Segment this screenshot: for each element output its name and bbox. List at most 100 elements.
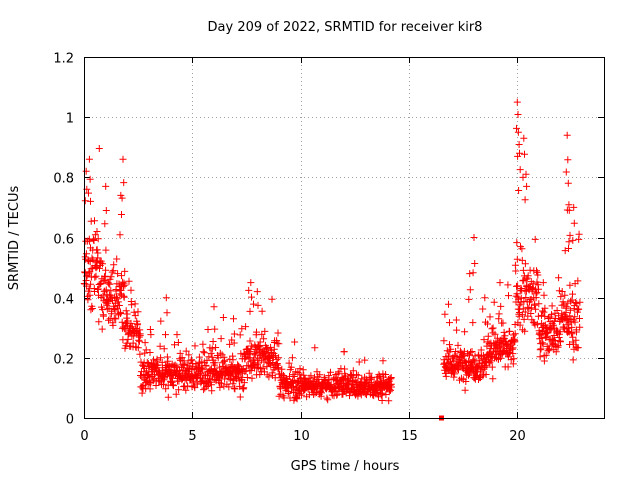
data-point <box>440 337 448 345</box>
data-point <box>349 367 357 375</box>
data-point <box>499 319 507 327</box>
data-point <box>504 281 512 289</box>
data-point <box>532 294 540 302</box>
data-point <box>230 315 237 323</box>
data-point <box>452 316 460 324</box>
y-tick-label: 0 <box>66 413 74 428</box>
data-point <box>521 260 529 268</box>
data-point <box>255 342 263 349</box>
data-point <box>517 285 525 292</box>
data-point <box>157 354 165 362</box>
data-point <box>516 166 524 174</box>
data-point <box>459 363 467 371</box>
data-point <box>569 356 577 364</box>
data-point <box>563 321 571 329</box>
data-point <box>250 300 257 308</box>
data-point <box>170 382 177 390</box>
data-point <box>484 320 491 328</box>
data-point <box>576 315 583 322</box>
data-point <box>132 325 140 332</box>
data-point <box>114 270 122 278</box>
data-point <box>447 345 455 353</box>
data-point <box>569 236 577 244</box>
data-point <box>522 170 530 178</box>
data-point <box>100 312 107 320</box>
data-point <box>506 327 514 335</box>
data-point <box>294 369 302 376</box>
data-point <box>275 340 283 348</box>
data-point <box>365 369 373 377</box>
data-point <box>199 348 207 356</box>
data-point <box>484 332 492 340</box>
data-point <box>547 325 555 333</box>
data-point <box>169 381 177 389</box>
data-point <box>236 382 244 390</box>
data-point <box>339 375 347 383</box>
data-point <box>481 294 489 302</box>
y-tick-label: 1.2 <box>53 52 74 67</box>
data-point <box>564 156 572 164</box>
data-point <box>513 239 521 247</box>
data-point <box>516 321 524 329</box>
data-point <box>250 350 258 358</box>
data-point <box>136 330 144 338</box>
data-point <box>86 237 94 245</box>
data-point <box>287 363 295 371</box>
data-point <box>200 349 208 357</box>
data-point <box>574 277 582 285</box>
data-point <box>171 341 178 349</box>
data-point <box>99 260 106 268</box>
data-point <box>128 301 136 309</box>
data-point <box>454 341 462 349</box>
data-point <box>465 295 473 303</box>
data-point <box>378 397 386 404</box>
data-point <box>219 314 227 321</box>
data-point <box>248 342 256 350</box>
data-point <box>388 383 395 391</box>
data-point <box>100 277 108 285</box>
data-point <box>509 344 517 352</box>
data-point <box>532 305 540 313</box>
data-point <box>488 325 496 333</box>
data-point <box>150 356 157 364</box>
data-point <box>311 344 319 352</box>
data-point <box>208 353 216 361</box>
data-point <box>131 300 139 308</box>
data-point <box>226 340 234 348</box>
data-point <box>247 279 255 287</box>
data-point <box>290 373 298 380</box>
data-point <box>204 371 212 379</box>
data-point <box>127 286 135 294</box>
data-point <box>521 196 529 204</box>
data-point <box>527 310 535 317</box>
data-point <box>193 380 201 388</box>
data-point <box>467 348 474 356</box>
data-point <box>368 374 376 382</box>
data-point <box>85 189 92 197</box>
data-point <box>248 293 255 301</box>
data-point <box>197 365 205 373</box>
data-point <box>513 290 521 298</box>
data-point <box>539 279 547 287</box>
y-tick-label: 0.4 <box>53 293 74 308</box>
data-point <box>361 356 369 364</box>
data-point <box>101 220 109 228</box>
data-point <box>515 141 523 148</box>
data-point <box>348 371 356 379</box>
data-point <box>200 386 208 394</box>
data-point <box>93 246 101 254</box>
data-point <box>258 330 266 338</box>
data-point <box>230 339 238 347</box>
data-point <box>576 298 584 306</box>
data-point <box>466 270 474 278</box>
data-point <box>537 331 545 339</box>
data-point <box>378 389 386 397</box>
data-point <box>99 292 107 300</box>
data-point <box>137 372 144 379</box>
data-point <box>445 300 452 308</box>
data-point <box>116 231 124 239</box>
data-point <box>298 391 306 399</box>
data-point <box>515 187 523 194</box>
data-point <box>512 267 520 275</box>
data-point <box>171 361 179 369</box>
